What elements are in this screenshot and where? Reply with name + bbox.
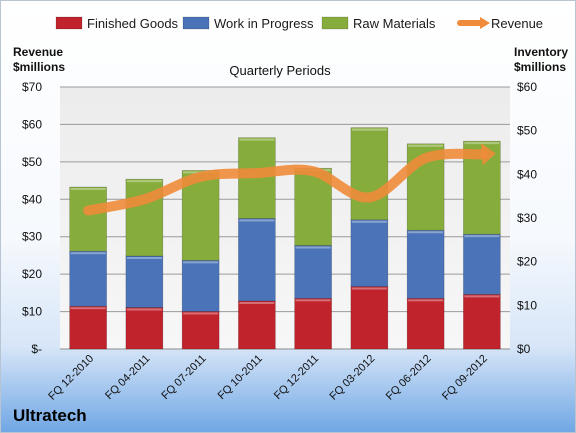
bar-highlight bbox=[464, 235, 500, 238]
left-tick-label: $- bbox=[31, 342, 42, 356]
x-tick-label: FQ 06-2012 bbox=[384, 353, 434, 403]
bar-highlight bbox=[239, 138, 275, 141]
bar-finished-goods bbox=[181, 311, 220, 350]
legend-swatch bbox=[321, 16, 349, 30]
left-tick-label: $50 bbox=[22, 155, 42, 169]
legend-swatch bbox=[55, 16, 83, 30]
left-axis-title-line2: $millions bbox=[13, 60, 65, 74]
bar-work-in-progress bbox=[125, 255, 164, 308]
x-tick-label: FQ 09-2012 bbox=[440, 353, 490, 403]
left-tick-label: $20 bbox=[22, 267, 42, 281]
legend-label: Work in Progress bbox=[214, 16, 314, 31]
right-tick-label: $50 bbox=[517, 124, 537, 138]
legend-label: Finished Goods bbox=[87, 16, 179, 31]
bar-finished-goods bbox=[463, 294, 501, 350]
legend-label: Revenue bbox=[491, 16, 543, 31]
bar-highlight bbox=[70, 187, 106, 190]
right-tick-label: $10 bbox=[517, 298, 537, 312]
x-tick-label: FQ 12-2010 bbox=[46, 353, 96, 403]
bar-work-in-progress bbox=[350, 219, 389, 287]
legend: Finished Goods Work in Progress Raw Materi… bbox=[55, 16, 543, 31]
bar-finished-goods bbox=[125, 307, 164, 350]
bar-finished-goods bbox=[350, 286, 389, 350]
revenue-line-group bbox=[83, 143, 496, 216]
left-axis: $- $10 $20 $30 $40 $50 $60 $70 bbox=[22, 80, 42, 356]
bar-finished-goods bbox=[294, 298, 332, 350]
bar-work-in-progress bbox=[181, 260, 220, 312]
bar-highlight bbox=[70, 252, 106, 255]
bar-work-in-progress bbox=[69, 250, 107, 307]
bar-highlight bbox=[126, 180, 162, 183]
bar-highlight bbox=[295, 299, 331, 302]
bar-work-in-progress bbox=[406, 229, 445, 299]
bar-highlight bbox=[351, 220, 387, 223]
bar-highlight bbox=[295, 246, 331, 249]
bar-highlight bbox=[239, 219, 275, 222]
x-tick-label: FQ 03-2012 bbox=[328, 353, 378, 403]
bar-finished-goods bbox=[238, 300, 276, 350]
revenue-arrowhead bbox=[481, 143, 496, 166]
legend-revenue-arrow bbox=[480, 17, 490, 29]
right-tick-label: $20 bbox=[517, 255, 537, 269]
revenue-line bbox=[83, 148, 487, 216]
legend-label: Raw Materials bbox=[353, 16, 436, 31]
left-axis-title-line1: Revenue bbox=[13, 45, 63, 59]
left-tick-label: $70 bbox=[22, 80, 42, 94]
bar-highlight bbox=[351, 128, 387, 131]
bar-finished-goods bbox=[69, 305, 107, 350]
right-tick-label: $30 bbox=[517, 211, 537, 225]
left-tick-label: $60 bbox=[22, 117, 42, 131]
bar-highlight bbox=[126, 308, 162, 311]
x-tick-label: FQ 12-2011 bbox=[272, 353, 321, 402]
bar-work-in-progress bbox=[463, 233, 501, 295]
bar-finished-goods bbox=[406, 298, 445, 350]
left-tick-label: $40 bbox=[22, 192, 42, 206]
bar-highlight bbox=[408, 144, 444, 147]
bar-highlight bbox=[408, 231, 444, 234]
bar-raw-materials bbox=[350, 127, 389, 221]
chart-title: Quarterly Periods bbox=[229, 63, 331, 78]
left-tick-label: $10 bbox=[22, 305, 42, 319]
bar-raw-materials bbox=[69, 186, 107, 252]
bar-highlight bbox=[464, 295, 500, 298]
bar-highlight bbox=[408, 299, 444, 302]
right-tick-label: $60 bbox=[517, 80, 537, 94]
bar-highlight bbox=[70, 307, 106, 310]
bar-highlight bbox=[239, 301, 275, 304]
bar-highlight bbox=[351, 287, 387, 290]
bar-highlight bbox=[183, 261, 219, 264]
legend-swatch bbox=[182, 16, 210, 30]
right-tick-label: $0 bbox=[517, 342, 531, 356]
bar-highlight bbox=[183, 312, 219, 315]
right-axis: $0 $10 $20 $30 $40 $50 $60 bbox=[517, 80, 537, 356]
right-axis-title-line2: $millions bbox=[514, 60, 566, 74]
bar-work-in-progress bbox=[238, 218, 276, 302]
x-tick-label: FQ 07-2011 bbox=[159, 353, 208, 402]
x-tick-label: FQ 04-2011 bbox=[103, 353, 152, 402]
left-tick-label: $30 bbox=[22, 230, 42, 244]
right-axis-title-line1: Inventory bbox=[514, 45, 568, 59]
bar-highlight bbox=[126, 256, 162, 259]
right-tick-label: $40 bbox=[517, 167, 537, 181]
bar-work-in-progress bbox=[294, 245, 332, 299]
company-name: Ultratech bbox=[13, 406, 87, 425]
bar-highlight bbox=[464, 142, 500, 145]
x-axis: FQ 12-2010 FQ 04-2011 FQ 07-2011 FQ 10-2011… bbox=[46, 353, 490, 403]
x-tick-label: FQ 10-2011 bbox=[216, 353, 265, 402]
